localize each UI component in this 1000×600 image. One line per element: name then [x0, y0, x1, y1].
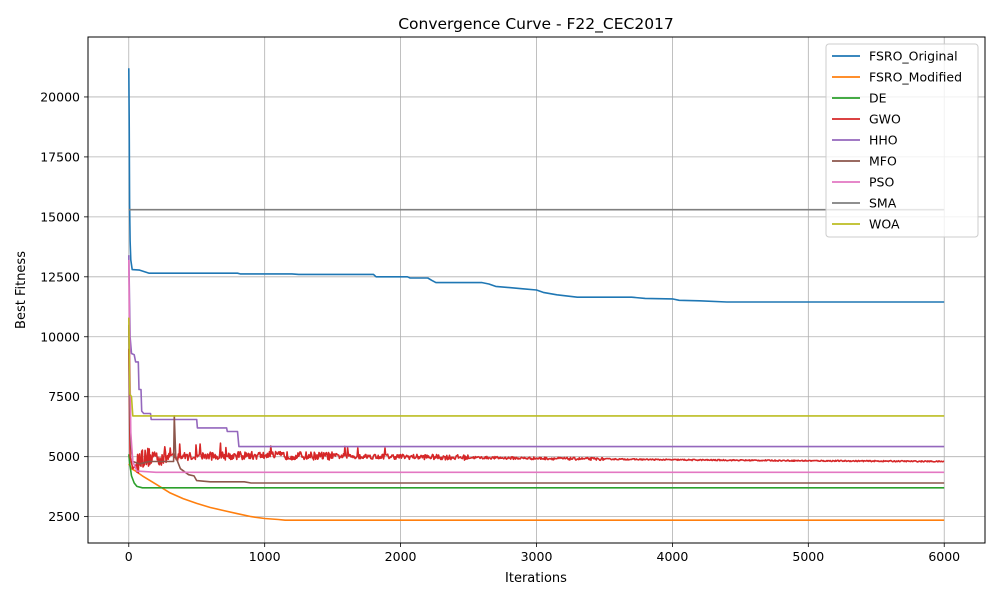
y-tick-label: 2500: [48, 509, 80, 524]
x-tick-label: 0: [125, 549, 133, 564]
legend-entry: FSRO_Original: [869, 49, 958, 64]
x-axis-ticks: 0 1000 2000 3000 4000 5000 6000: [125, 543, 960, 564]
series-line-woa: [128, 317, 945, 417]
x-tick-label: 1000: [249, 549, 281, 564]
series-line-de: [128, 454, 945, 489]
legend: FSRO_Original FSRO_Modified DE GWO HHO MFO PSO…: [825, 43, 979, 238]
y-tick-label: 5000: [48, 449, 80, 464]
chart-title: Convergence Curve - F22_CEC2017: [398, 15, 674, 34]
legend-entry: FSRO_Modified: [869, 70, 962, 85]
legend-entry: HHO: [869, 133, 898, 148]
x-axis-label: Iterations: [505, 571, 567, 586]
y-tick-label: 20000: [40, 89, 80, 104]
y-tick-label: 10000: [40, 329, 80, 344]
x-tick-label: 6000: [928, 549, 960, 564]
y-tick-label: 15000: [40, 209, 80, 224]
x-tick-label: 2000: [385, 549, 417, 564]
series-line-hho: [128, 255, 945, 448]
y-tick-label: 12500: [40, 269, 80, 284]
series-lines: [128, 68, 945, 521]
legend-entry: PSO: [869, 175, 894, 190]
legend-entry: DE: [869, 91, 887, 106]
legend-box: [825, 43, 979, 238]
legend-entry: WOA: [869, 217, 900, 232]
legend-entry: SMA: [869, 196, 897, 211]
legend-entry: MFO: [869, 154, 897, 169]
series-line-fsro-original: [128, 68, 945, 303]
x-tick-label: 4000: [657, 549, 689, 564]
x-tick-label: 5000: [792, 549, 824, 564]
y-axis-label: Best Fitness: [14, 251, 29, 329]
series-line-fsro-modified: [128, 463, 945, 521]
y-tick-label: 17500: [40, 149, 80, 164]
series-line-gwo: [128, 348, 945, 474]
x-tick-label: 3000: [521, 549, 553, 564]
y-axis-ticks: 2500 5000 7500 10000 12500 15000 17500 20000: [40, 89, 88, 524]
legend-entry: GWO: [869, 112, 901, 127]
y-tick-label: 7500: [48, 389, 80, 404]
